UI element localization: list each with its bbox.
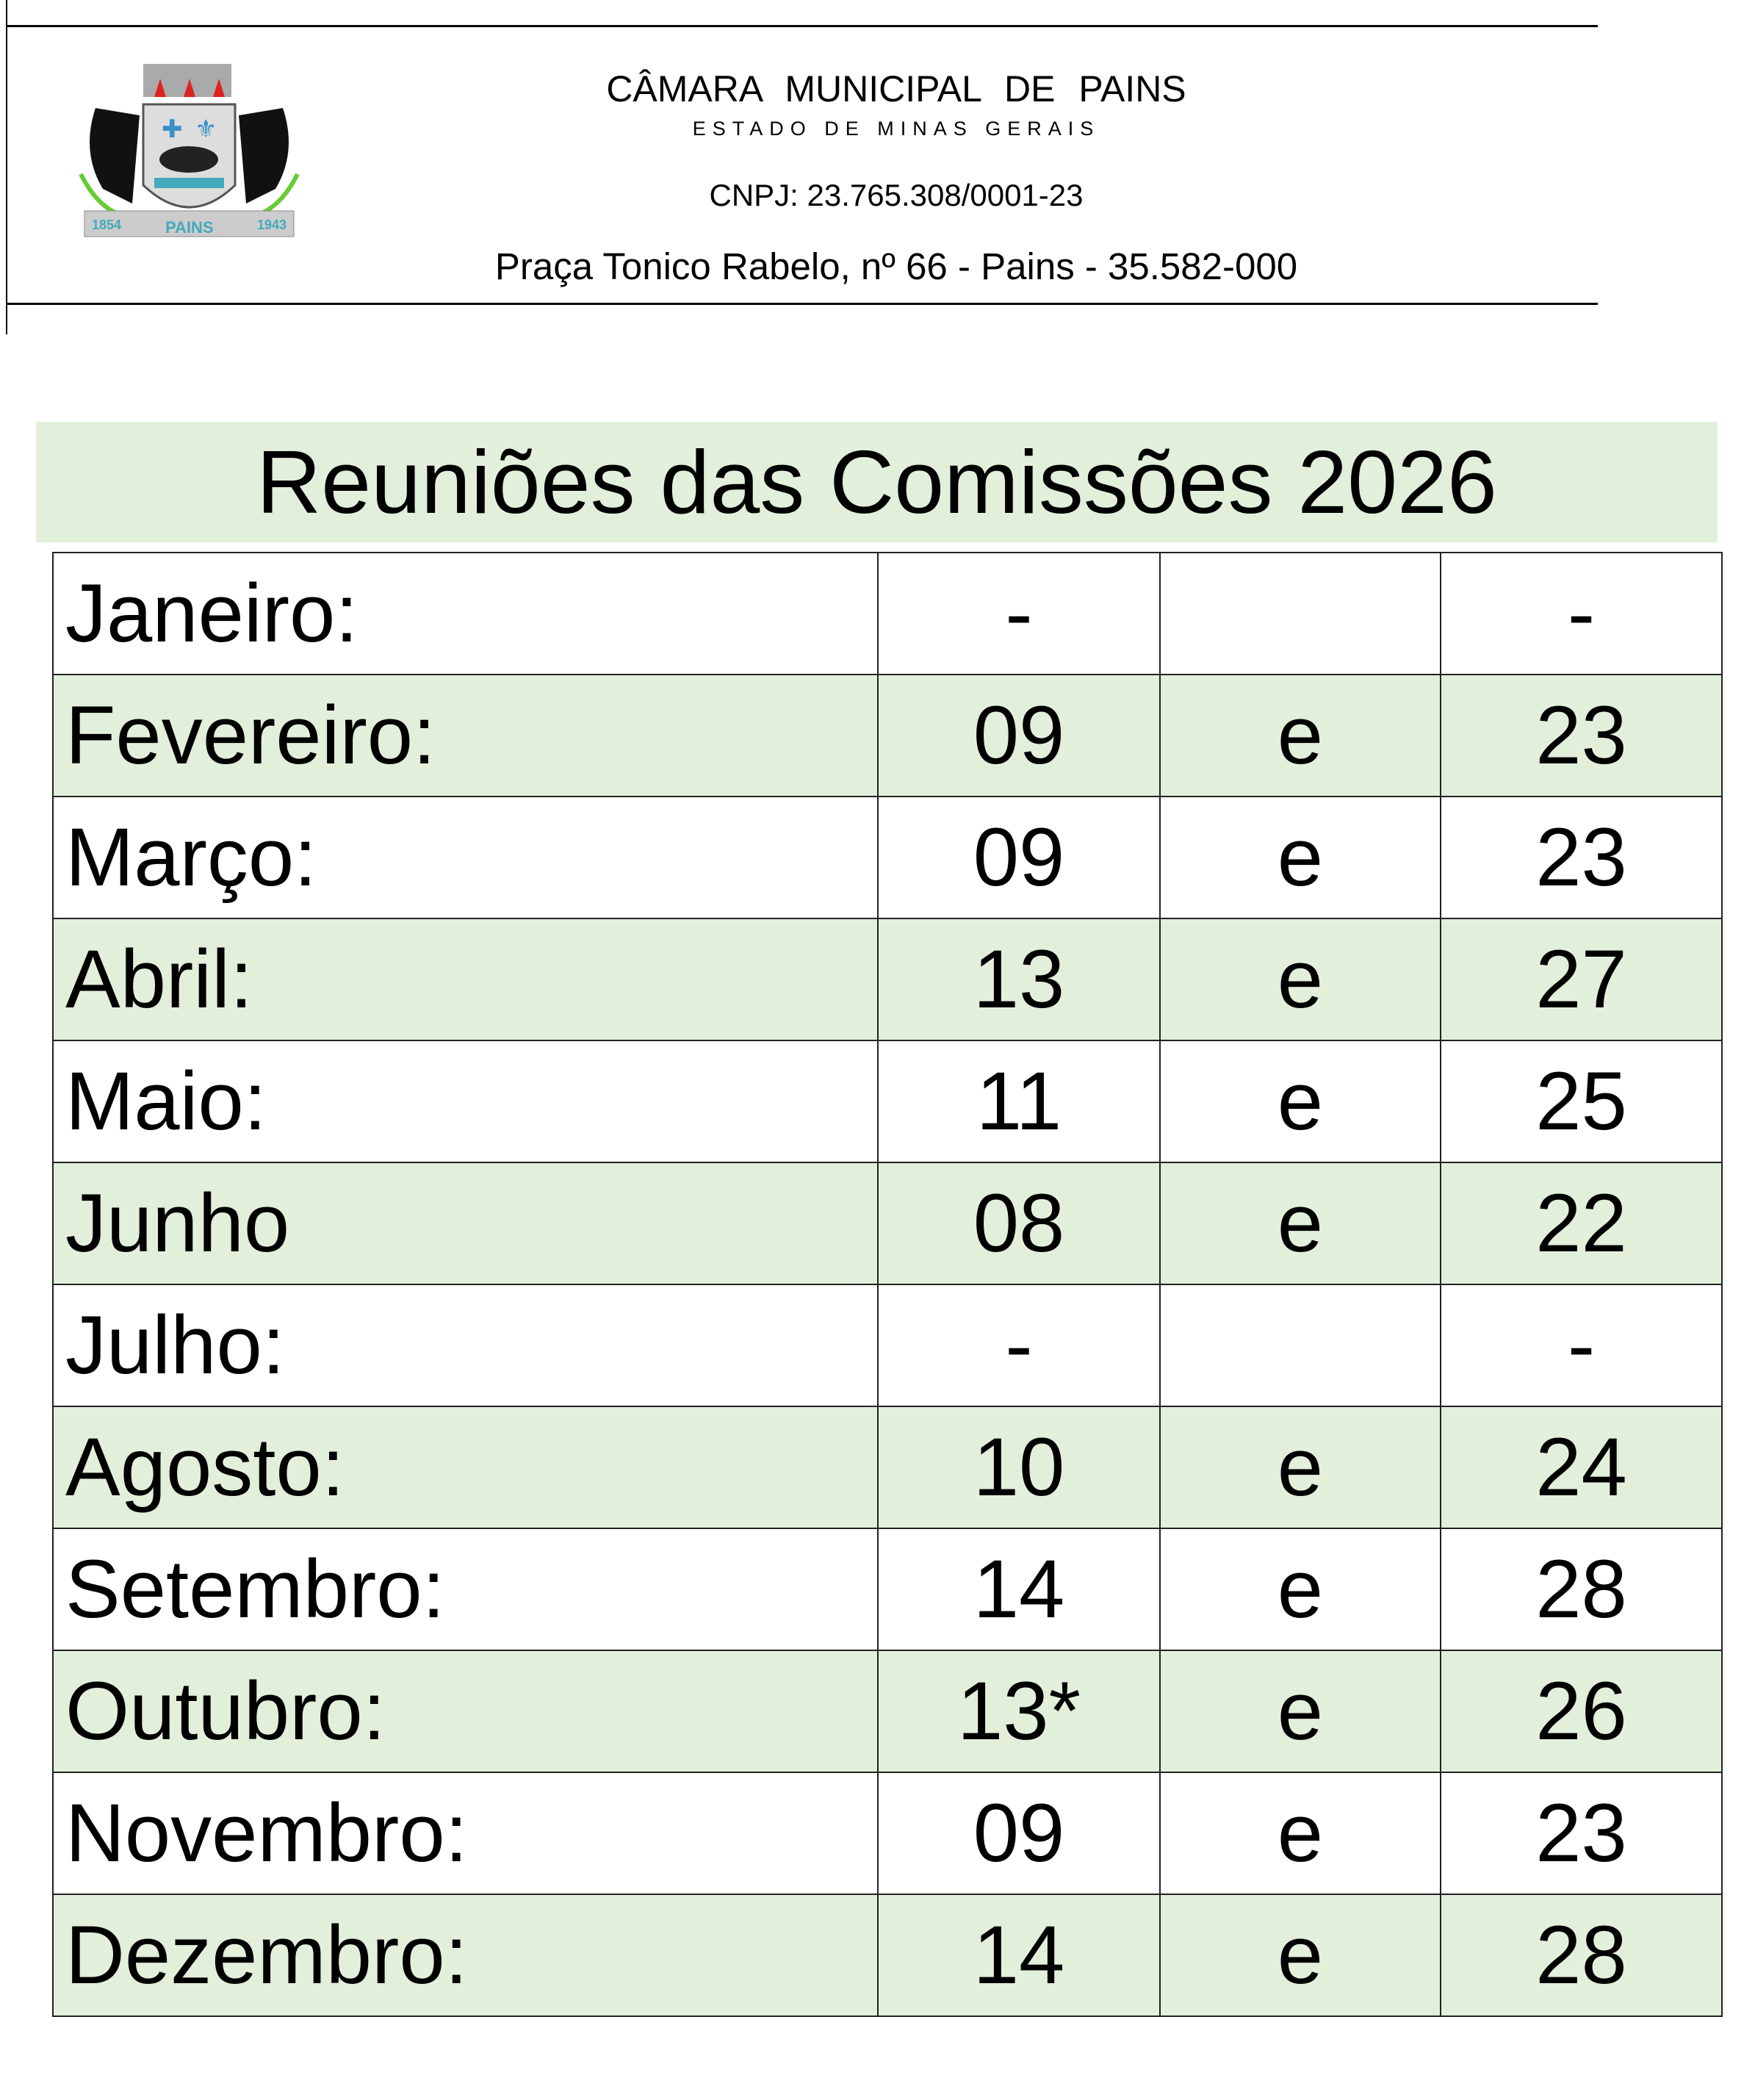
separator-cell: e (1158, 1772, 1442, 1895)
month-cell: Janeiro: (51, 552, 879, 675)
second-date-cell: - (1440, 552, 1723, 675)
svg-text:⚜: ⚜ (195, 115, 217, 143)
separator-cell (1158, 552, 1442, 675)
header-top-rule (7, 25, 1598, 27)
month-cell: Dezembro: (51, 1894, 879, 2017)
table-row: Junho 08 e 22 (51, 1162, 1723, 1285)
left-border (6, 0, 7, 334)
month-cell: Abril: (51, 918, 879, 1041)
page-title: Reuniões das Comissões 2026 (36, 422, 1718, 542)
coat-of-arms-logo: ✚ ⚜ 1854 PAINS 1943 (79, 64, 300, 237)
month-cell: Julho: (51, 1284, 879, 1407)
second-date-cell: - (1440, 1284, 1723, 1407)
table-row: Outubro: 13* e 26 (51, 1650, 1723, 1773)
table-row: Novembro: 09 e 23 (51, 1772, 1723, 1895)
second-date-cell: 23 (1440, 796, 1723, 919)
first-date-cell: 13 (877, 918, 1161, 1041)
second-date-cell: 28 (1440, 1528, 1723, 1651)
second-date-cell: 24 (1440, 1406, 1723, 1529)
month-cell: Junho (51, 1162, 879, 1285)
table-row: Agosto: 10 e 24 (51, 1406, 1723, 1529)
separator-cell: e (1158, 1162, 1442, 1285)
separator-cell: e (1158, 674, 1442, 797)
second-date-cell: 22 (1440, 1162, 1723, 1285)
table-row: Março: 09 e 23 (51, 796, 1723, 919)
first-date-cell: - (877, 552, 1161, 675)
first-date-cell: - (877, 1284, 1161, 1407)
table-row: Janeiro: - - (51, 552, 1723, 675)
cnpj: CNPJ: 23.765.308/0001-23 (709, 178, 1084, 212)
table-row: Fevereiro: 09 e 23 (51, 674, 1723, 797)
first-date-cell: 08 (877, 1162, 1161, 1285)
month-cell: Outubro: (51, 1650, 879, 1773)
separator-cell: e (1158, 918, 1442, 1041)
table-row: Julho: - - (51, 1284, 1723, 1407)
second-date-cell: 23 (1440, 1772, 1723, 1895)
month-cell: Agosto: (51, 1406, 879, 1529)
first-date-cell: 09 (877, 796, 1161, 919)
first-date-cell: 10 (877, 1406, 1161, 1529)
separator-cell: e (1158, 1650, 1442, 1773)
table-row: Abril: 13 e 27 (51, 918, 1723, 1041)
table-row: Dezembro: 14 e 28 (51, 1894, 1723, 2017)
separator-cell: e (1158, 1406, 1442, 1529)
svg-text:1943: 1943 (257, 217, 287, 232)
second-date-cell: 26 (1440, 1650, 1723, 1773)
state-name: ESTADO DE MINAS GERAIS (692, 118, 1100, 140)
first-date-cell: 09 (877, 674, 1161, 797)
svg-text:1854: 1854 (92, 217, 121, 232)
svg-text:✚: ✚ (162, 115, 183, 143)
second-date-cell: 27 (1440, 918, 1723, 1041)
first-date-cell: 14 (877, 1894, 1161, 2017)
separator-cell: e (1158, 1528, 1442, 1651)
address: Praça Tonico Rabelo, nº 66 - Pains - 35.… (494, 245, 1298, 287)
schedule-table: Janeiro: - - Fevereiro: 09 e 23 Março: 09 e 23 Abri… (51, 552, 1723, 2017)
separator-cell (1158, 1284, 1442, 1407)
first-date-cell: 14 (877, 1528, 1161, 1651)
month-cell: Maio: (51, 1040, 879, 1163)
first-date-cell: 11 (877, 1040, 1161, 1163)
month-cell: Março: (51, 796, 879, 919)
header-bottom-rule (7, 303, 1598, 305)
table-row: Maio: 11 e 25 (51, 1040, 1723, 1163)
month-cell: Novembro: (51, 1772, 879, 1895)
separator-cell: e (1158, 1894, 1442, 2017)
second-date-cell: 23 (1440, 674, 1723, 797)
month-cell: Setembro: (51, 1528, 879, 1651)
second-date-cell: 25 (1440, 1040, 1723, 1163)
table-row: Setembro: 14 e 28 (51, 1528, 1723, 1651)
second-date-cell: 28 (1440, 1894, 1723, 2017)
institution-name: CÂMARA MUNICIPAL DE PAINS (606, 68, 1186, 109)
svg-text:PAINS: PAINS (165, 218, 214, 237)
separator-cell: e (1158, 796, 1442, 919)
month-cell: Fevereiro: (51, 674, 879, 797)
first-date-cell: 09 (877, 1772, 1161, 1895)
first-date-cell: 13* (877, 1650, 1161, 1773)
separator-cell: e (1158, 1040, 1442, 1163)
